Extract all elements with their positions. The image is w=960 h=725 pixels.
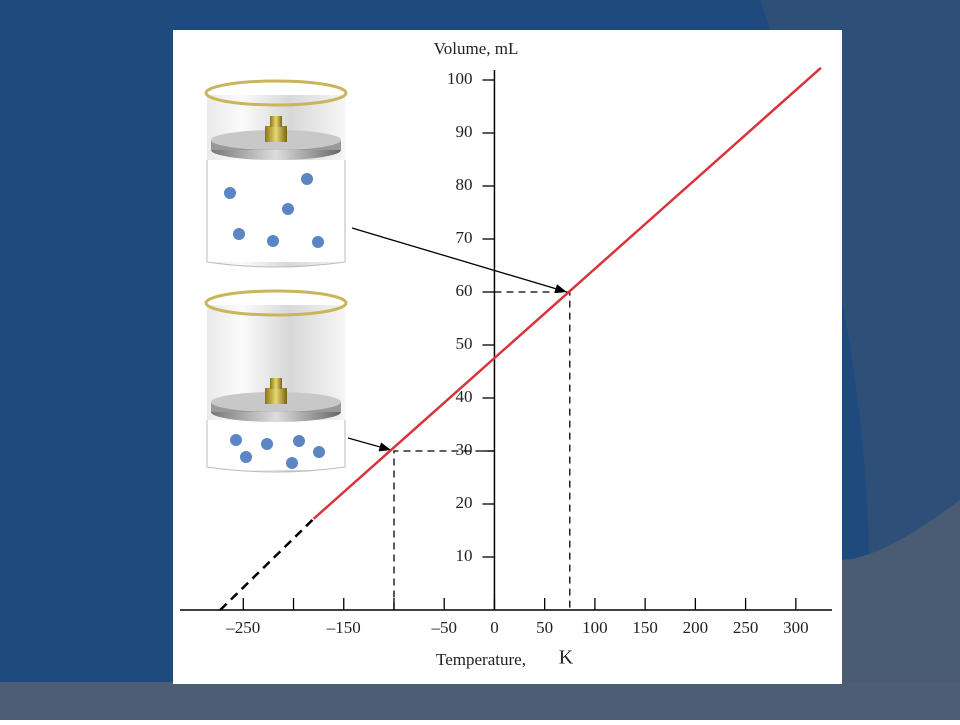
x-tick-label: 150 bbox=[632, 618, 658, 637]
x-tick-label: 250 bbox=[733, 618, 759, 637]
y-tick-label: 20 bbox=[455, 493, 472, 512]
data-line bbox=[219, 517, 315, 611]
x-tick-label: –50 bbox=[430, 618, 457, 637]
beaker bbox=[204, 79, 348, 268]
y-tick-label: 70 bbox=[455, 228, 472, 247]
x-axis-label: Temperature, bbox=[436, 650, 526, 669]
x-axis-unit: K bbox=[559, 647, 574, 669]
decor bbox=[0, 682, 960, 720]
guide-line bbox=[393, 450, 495, 610]
x-tick-label: 0 bbox=[490, 618, 499, 637]
y-tick-label: 30 bbox=[455, 440, 472, 459]
y-tick-label: 100 bbox=[447, 69, 473, 88]
beaker bbox=[204, 289, 348, 473]
y-tick-label: 50 bbox=[455, 334, 472, 353]
x-tick-label: 100 bbox=[582, 618, 608, 637]
x-tick-label: 300 bbox=[783, 618, 809, 637]
x-tick-label: –150 bbox=[326, 618, 361, 637]
data-line bbox=[312, 66, 822, 520]
y-tick-label: 10 bbox=[455, 546, 472, 565]
arrow bbox=[347, 437, 392, 452]
x-tick-label: –250 bbox=[225, 618, 260, 637]
y-axis-label: Volume, mL bbox=[434, 39, 519, 58]
x-tick-label: 50 bbox=[536, 618, 553, 637]
y-tick-label: 80 bbox=[455, 175, 472, 194]
y-tick-label: 60 bbox=[455, 281, 472, 300]
arrow bbox=[351, 227, 567, 294]
y-tick-label: 90 bbox=[455, 122, 472, 141]
y-tick-label: 40 bbox=[455, 387, 472, 406]
decor bbox=[840, 500, 960, 720]
x-tick-label: 200 bbox=[683, 618, 709, 637]
